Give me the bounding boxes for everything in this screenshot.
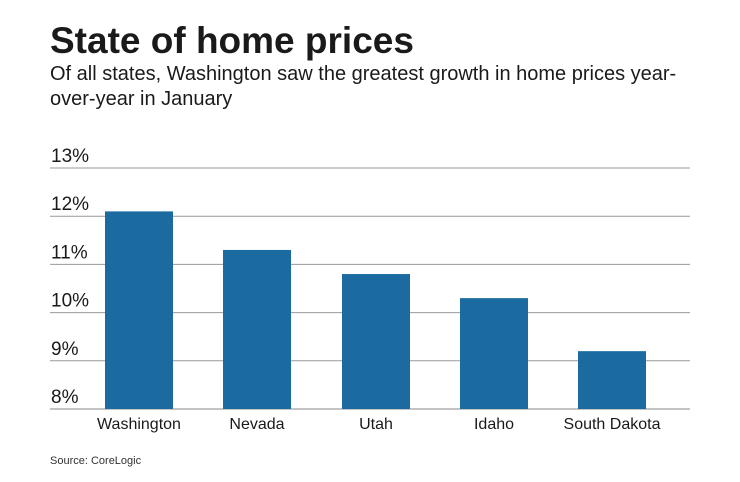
x-tick-label: South Dakota [564,416,661,433]
source-note: Source: CoreLogic [50,455,142,467]
bar-utah [342,274,410,409]
bar-south-dakota [578,351,646,409]
y-tick-label: 8% [51,387,79,408]
y-tick-label: 13% [51,146,89,167]
bar-washington [105,211,173,409]
y-tick-label: 11% [51,242,88,263]
y-tick-label: 12% [51,194,89,215]
chart-subtitle: Of all states, Washington saw the greate… [50,63,677,110]
bar-idaho [460,298,528,409]
chart-title: State of home prices [50,20,414,61]
y-tick-label: 9% [51,339,79,360]
y-tick-label: 10% [51,291,89,312]
x-tick-label: Utah [359,416,393,433]
x-tick-label: Idaho [474,416,514,433]
bar-nevada [223,249,291,409]
x-tick-label: Washington [97,416,181,433]
x-tick-label: Nevada [229,416,284,433]
